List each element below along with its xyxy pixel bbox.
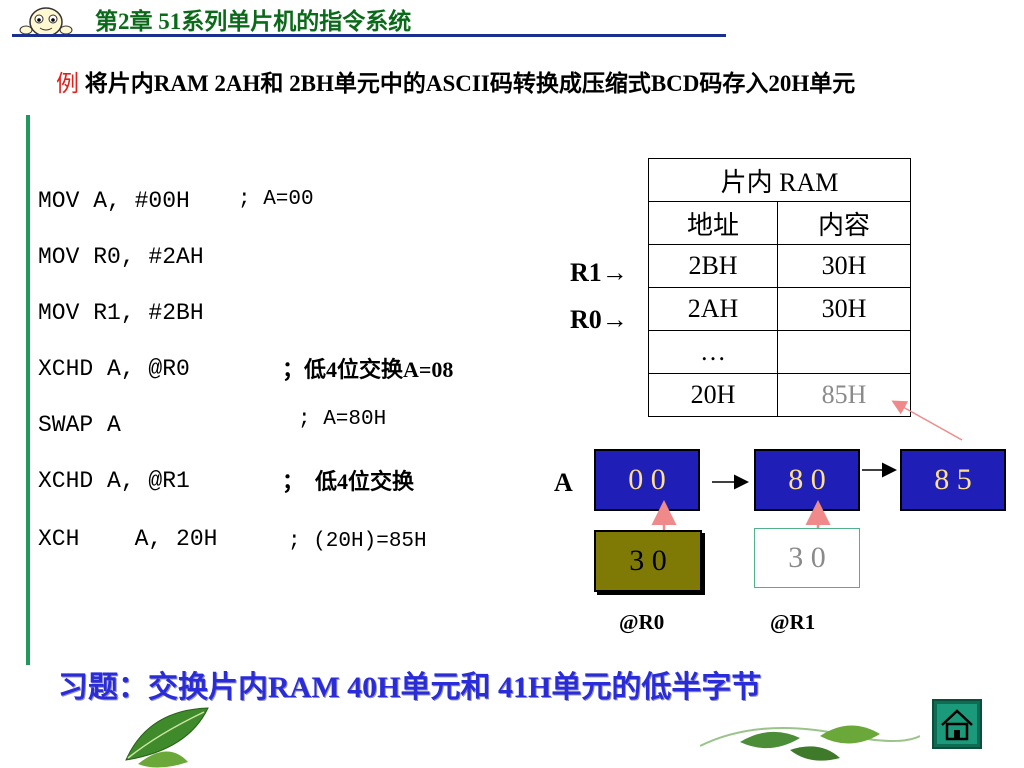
code-line-1: MOV A, #00H xyxy=(38,188,190,214)
leaf-decoration-left-icon xyxy=(125,707,209,768)
code-comment-1: ; A=00 xyxy=(238,188,314,211)
leaf-decoration-right-icon xyxy=(700,725,920,761)
accumulator-label: A xyxy=(554,468,573,497)
task-statement: 例 将片内RAM 2AH和 2BH单元中的ASCII码转换成压缩式BCD码存入2… xyxy=(56,62,956,106)
ram-addr-ellipsis: … xyxy=(648,330,778,374)
home-icon xyxy=(941,709,973,741)
task-text: 将片内RAM 2AH和 2BH单元中的ASCII码转换成压缩式BCD码存入20H… xyxy=(84,71,856,96)
code-line-4: XCHD A, @R0 xyxy=(38,356,190,382)
exercise-text: 习题：交换片内RAM 40H单元和 41H单元的低半字节 xyxy=(58,671,762,704)
code-comment-6: ； 低4位交换 xyxy=(282,469,415,494)
title-underline xyxy=(12,34,726,37)
code-line-3: MOV R1, #2BH xyxy=(38,300,204,326)
code-comment-4: ；低4位交换A=08 xyxy=(282,357,454,382)
pointer-r1: R1→ xyxy=(570,258,628,287)
acc-value-final: 8 5 xyxy=(900,449,1006,511)
code-line-7: XCH A, 20H xyxy=(38,526,218,552)
at-r1-label: @R1 xyxy=(770,610,816,634)
chapter-title: 第2章 51系列单片机的指令系统 xyxy=(95,9,412,34)
arrow-a-to-ram xyxy=(891,400,963,441)
at-r0-label: @R0 xyxy=(619,610,665,634)
ram-content-empty xyxy=(777,330,911,374)
code-comment-5: ; A=80H xyxy=(298,408,387,431)
ram-addr-20h: 20H xyxy=(648,373,778,417)
home-button[interactable] xyxy=(932,699,982,749)
ram-addr-2ah: 2AH xyxy=(648,287,778,331)
r1-source-value: 3 0 xyxy=(754,528,860,588)
ram-table: 片内 RAM 地址 内容 2BH 30H 2AH 30H … 20H 85H xyxy=(648,158,911,417)
code-line-5: SWAP A xyxy=(38,412,121,438)
example-label: 例 xyxy=(56,71,79,96)
ram-table-title: 片内 RAM xyxy=(648,158,911,202)
acc-value-initial: 0 0 xyxy=(594,449,700,511)
r0-source-value: 3 0 xyxy=(594,530,702,592)
code-line-2: MOV R0, #2AH xyxy=(38,244,204,270)
left-accent-bar xyxy=(26,115,30,665)
ram-content-2ah: 30H xyxy=(777,287,911,331)
pointer-r0: R0→ xyxy=(570,305,628,334)
ram-content-20h: 85H xyxy=(777,373,911,417)
mascot-icon xyxy=(19,7,73,37)
code-line-6: XCHD A, @R1 xyxy=(38,468,190,494)
code-comment-7: ; (20H)=85H xyxy=(288,530,427,553)
ram-content-2bh: 30H xyxy=(777,244,911,288)
